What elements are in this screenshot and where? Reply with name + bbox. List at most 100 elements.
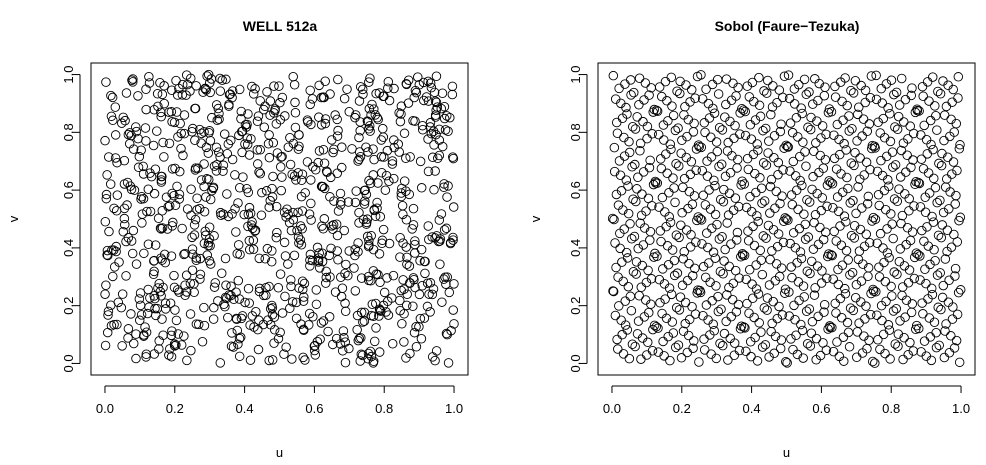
data-point bbox=[374, 88, 385, 98]
data-point bbox=[350, 286, 361, 296]
data-point bbox=[938, 207, 949, 218]
data-point bbox=[342, 84, 352, 95]
data-point bbox=[431, 97, 442, 108]
data-point bbox=[928, 144, 938, 155]
data-point bbox=[798, 353, 808, 363]
data-point bbox=[275, 97, 285, 108]
data-point bbox=[371, 88, 381, 99]
data-point bbox=[677, 135, 687, 146]
data-point bbox=[869, 141, 880, 151]
data-point bbox=[128, 77, 138, 87]
data-point bbox=[356, 349, 367, 360]
data-point bbox=[177, 223, 187, 234]
data-point bbox=[671, 158, 681, 169]
data-point bbox=[262, 87, 272, 97]
data-point bbox=[253, 344, 264, 355]
data-point bbox=[839, 356, 849, 366]
data-point bbox=[137, 209, 148, 219]
data-point bbox=[143, 284, 153, 295]
data-point bbox=[160, 298, 171, 308]
data-point bbox=[374, 249, 385, 259]
data-point bbox=[909, 273, 920, 284]
data-point bbox=[691, 165, 701, 175]
data-point bbox=[294, 130, 304, 140]
data-point bbox=[128, 74, 138, 84]
data-point bbox=[150, 303, 160, 314]
data-point bbox=[851, 352, 862, 362]
data-point bbox=[919, 120, 929, 131]
data-point bbox=[854, 318, 864, 328]
data-point bbox=[328, 220, 339, 230]
data-point bbox=[908, 155, 918, 165]
data-point bbox=[267, 355, 278, 365]
data-point bbox=[873, 189, 884, 200]
data-point bbox=[358, 89, 368, 99]
data-point bbox=[764, 352, 774, 362]
data-point bbox=[647, 129, 657, 139]
data-point bbox=[625, 219, 635, 229]
data-point bbox=[239, 209, 249, 220]
data-point bbox=[611, 117, 622, 128]
data-point bbox=[256, 210, 267, 220]
data-point bbox=[448, 153, 459, 164]
data-point bbox=[636, 210, 647, 221]
data-point bbox=[741, 202, 752, 213]
data-point bbox=[921, 134, 932, 145]
data-point bbox=[936, 160, 947, 171]
data-point bbox=[945, 131, 955, 142]
data-point bbox=[443, 181, 453, 191]
data-point bbox=[363, 348, 374, 359]
data-point bbox=[693, 140, 704, 150]
data-point bbox=[929, 173, 939, 184]
data-point bbox=[648, 107, 658, 117]
data-point bbox=[678, 182, 688, 193]
data-point bbox=[861, 301, 871, 311]
data-point bbox=[355, 152, 366, 162]
data-point bbox=[854, 246, 865, 256]
data-point bbox=[374, 311, 384, 321]
data-point bbox=[897, 210, 908, 221]
data-point bbox=[898, 138, 909, 148]
data-point bbox=[344, 246, 354, 256]
data-point bbox=[815, 222, 825, 233]
data-point bbox=[234, 84, 245, 95]
data-point bbox=[658, 120, 669, 130]
data-point bbox=[821, 273, 832, 283]
data-point bbox=[668, 328, 679, 338]
data-point bbox=[715, 194, 726, 205]
data-point bbox=[855, 174, 865, 184]
data-point bbox=[190, 103, 201, 114]
data-point bbox=[738, 105, 749, 115]
data-point bbox=[170, 163, 180, 174]
data-point bbox=[340, 298, 350, 309]
data-point bbox=[419, 95, 429, 106]
data-point bbox=[676, 220, 686, 230]
data-point bbox=[205, 194, 216, 205]
data-point bbox=[756, 183, 767, 193]
data-point bbox=[235, 249, 245, 260]
data-point bbox=[364, 235, 374, 246]
data-point bbox=[181, 90, 191, 100]
data-point bbox=[428, 126, 439, 137]
data-point bbox=[750, 115, 761, 125]
data-point bbox=[435, 259, 445, 270]
data-point bbox=[434, 215, 445, 225]
data-point bbox=[906, 162, 916, 173]
data-point bbox=[676, 148, 686, 159]
data-point bbox=[692, 215, 702, 226]
data-point bbox=[361, 189, 372, 200]
data-point bbox=[215, 86, 226, 96]
data-point bbox=[269, 81, 279, 91]
data-point bbox=[863, 191, 874, 202]
data-point bbox=[938, 76, 948, 86]
data-point bbox=[234, 351, 245, 362]
data-point bbox=[642, 133, 652, 144]
data-point bbox=[111, 205, 122, 216]
data-point bbox=[627, 162, 637, 172]
data-point bbox=[101, 189, 112, 200]
data-point bbox=[654, 202, 664, 212]
data-point bbox=[318, 316, 329, 326]
data-point bbox=[375, 211, 386, 222]
data-point bbox=[410, 239, 420, 250]
data-point bbox=[395, 252, 405, 262]
